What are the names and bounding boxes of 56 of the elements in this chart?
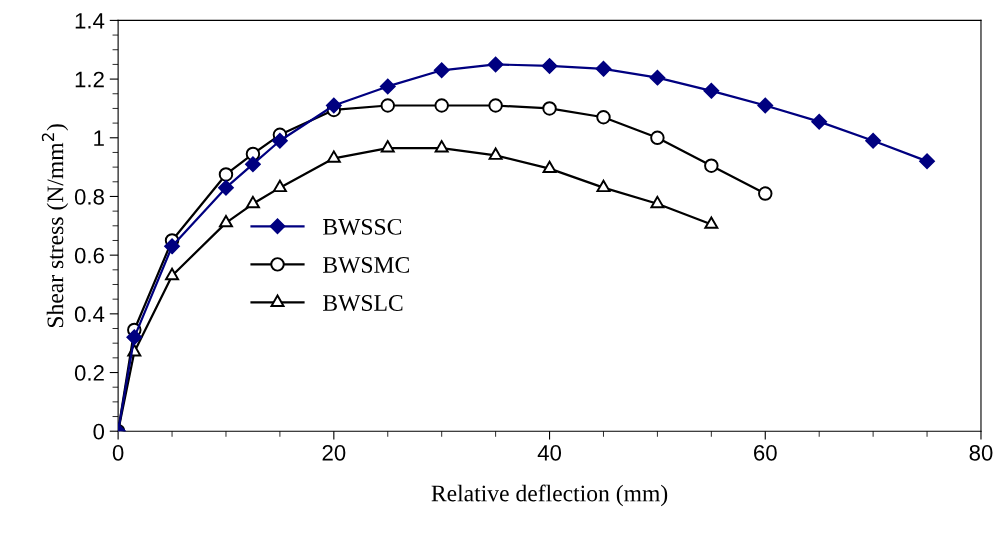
point bbox=[272, 179, 287, 193]
point bbox=[218, 179, 234, 196]
point bbox=[703, 82, 720, 99]
point bbox=[487, 56, 504, 73]
point bbox=[541, 58, 558, 74]
y-tick-label: 0.6 bbox=[74, 247, 104, 264]
point bbox=[126, 329, 143, 346]
point bbox=[650, 130, 665, 145]
point bbox=[596, 110, 611, 125]
y-tick-label: 0.2 bbox=[74, 365, 104, 381]
point bbox=[811, 113, 828, 130]
point bbox=[704, 216, 719, 229]
x-tick-label: 0 bbox=[112, 444, 124, 461]
point bbox=[380, 140, 395, 153]
y-tick-label: 1 bbox=[94, 130, 104, 146]
point bbox=[650, 195, 665, 209]
y-axis-title: Shear stress (N/mm$^{2}$) bbox=[41, 124, 69, 328]
y-tick-label: 1.4 bbox=[75, 13, 105, 29]
point bbox=[704, 158, 719, 173]
point bbox=[326, 150, 341, 163]
point bbox=[380, 98, 395, 113]
point bbox=[218, 167, 234, 182]
point bbox=[272, 132, 288, 149]
point bbox=[542, 160, 557, 174]
point bbox=[434, 98, 449, 113]
point bbox=[757, 97, 774, 114]
x-tick-label: 40 bbox=[537, 444, 562, 461]
point bbox=[325, 97, 342, 114]
point bbox=[434, 140, 449, 153]
x-axis-title: Relative deflection (mm) bbox=[431, 484, 668, 507]
point bbox=[245, 195, 260, 209]
point bbox=[919, 153, 935, 170]
point bbox=[542, 101, 557, 116]
legend-label: BWSSC bbox=[323, 218, 402, 235]
x-tick-label: 60 bbox=[754, 444, 777, 461]
legend-label: BWSMC bbox=[323, 257, 409, 273]
x-tick-label: 80 bbox=[969, 444, 993, 461]
point bbox=[218, 214, 233, 228]
y-tick-label: 0.4 bbox=[74, 306, 105, 323]
point bbox=[596, 179, 611, 193]
point bbox=[379, 78, 396, 95]
point bbox=[488, 147, 503, 160]
point bbox=[865, 132, 881, 149]
point bbox=[164, 238, 180, 255]
x-tick-label: 20 bbox=[322, 444, 346, 461]
y-tick-label: 0.8 bbox=[74, 189, 104, 205]
point bbox=[245, 156, 261, 173]
legend-label: BWSLC bbox=[323, 295, 403, 312]
point bbox=[433, 62, 450, 79]
y-tick-label: 1.2 bbox=[75, 71, 104, 88]
point bbox=[488, 98, 503, 113]
y-tick-label: 0 bbox=[93, 423, 105, 440]
point bbox=[595, 60, 612, 77]
point bbox=[649, 69, 666, 86]
point bbox=[758, 186, 773, 201]
point bbox=[165, 267, 180, 281]
